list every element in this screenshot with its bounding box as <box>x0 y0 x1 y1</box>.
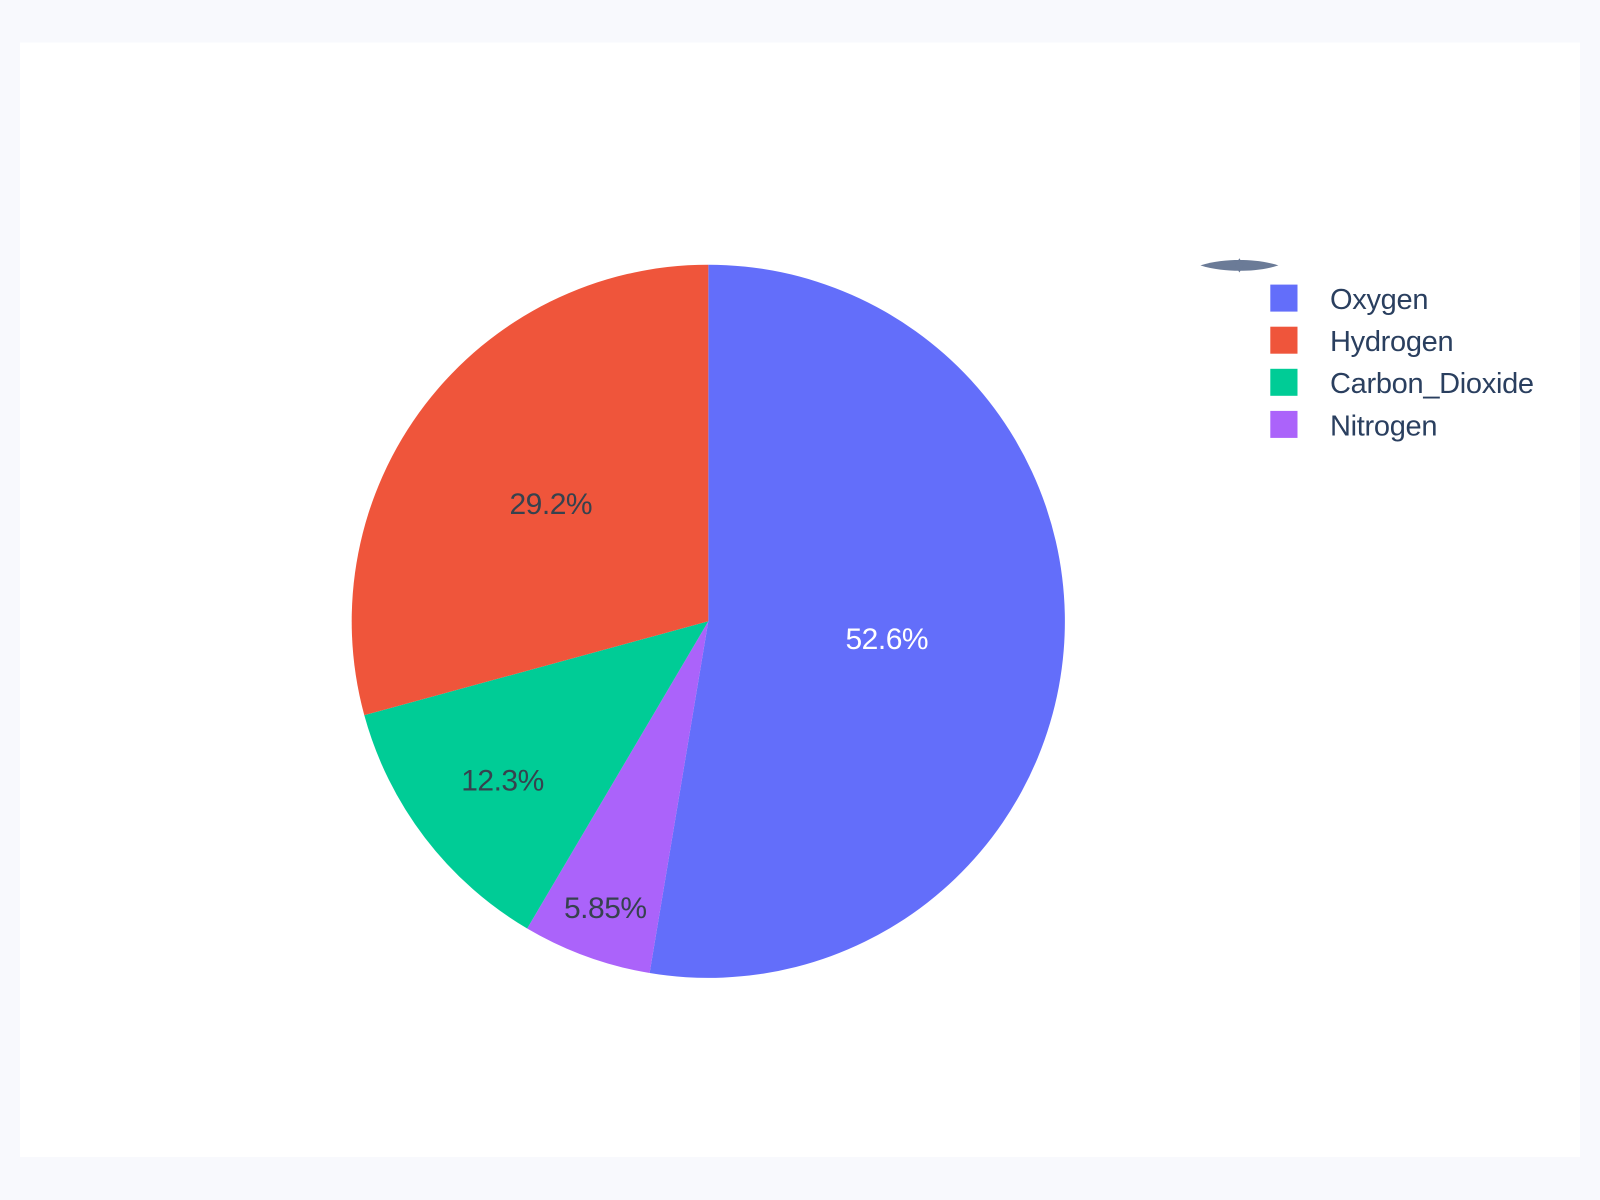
svg-text:Nitrogen: Nitrogen <box>1330 410 1437 442</box>
svg-text:Oxygen: Oxygen <box>1330 284 1428 316</box>
svg-text:52.6%: 52.6% <box>846 623 929 656</box>
svg-text:5.85%: 5.85% <box>564 892 647 925</box>
svg-text:Hydrogen: Hydrogen <box>1330 326 1453 358</box>
svg-text:29.2%: 29.2% <box>510 488 593 521</box>
svg-text:Carbon_Dioxide: Carbon_Dioxide <box>1330 368 1534 400</box>
svg-text:12.3%: 12.3% <box>461 765 544 798</box>
